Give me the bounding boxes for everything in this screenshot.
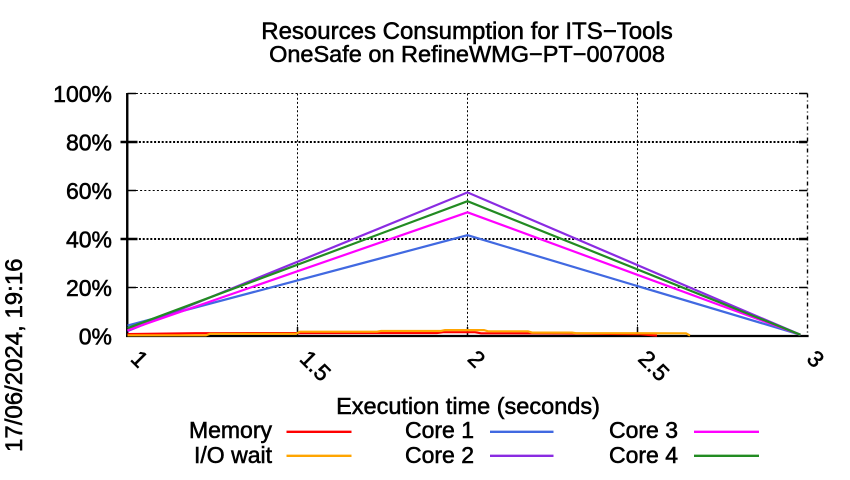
svg-text:60%: 60% [66, 178, 112, 204]
svg-text:80%: 80% [66, 130, 112, 156]
svg-text:Core 3: Core 3 [609, 417, 678, 443]
svg-text:Core 4: Core 4 [609, 442, 678, 468]
svg-text:100%: 100% [53, 81, 112, 107]
svg-text:OneSafe on RefineWMG−PT−007008: OneSafe on RefineWMG−PT−007008 [269, 41, 665, 67]
svg-text:20%: 20% [66, 275, 112, 301]
svg-text:I/O wait: I/O wait [194, 442, 273, 468]
svg-text:Execution time (seconds): Execution time (seconds) [336, 393, 600, 419]
svg-text:Core 2: Core 2 [405, 442, 474, 468]
svg-text:40%: 40% [66, 227, 112, 253]
svg-text:Resources Consumption for ITS−: Resources Consumption for ITS−Tools [261, 18, 673, 45]
svg-text:0%: 0% [79, 324, 112, 350]
svg-text:Memory: Memory [189, 417, 273, 443]
svg-text:17/06/2024, 19:16: 17/06/2024, 19:16 [1, 258, 28, 452]
svg-text:Core 1: Core 1 [405, 417, 474, 443]
